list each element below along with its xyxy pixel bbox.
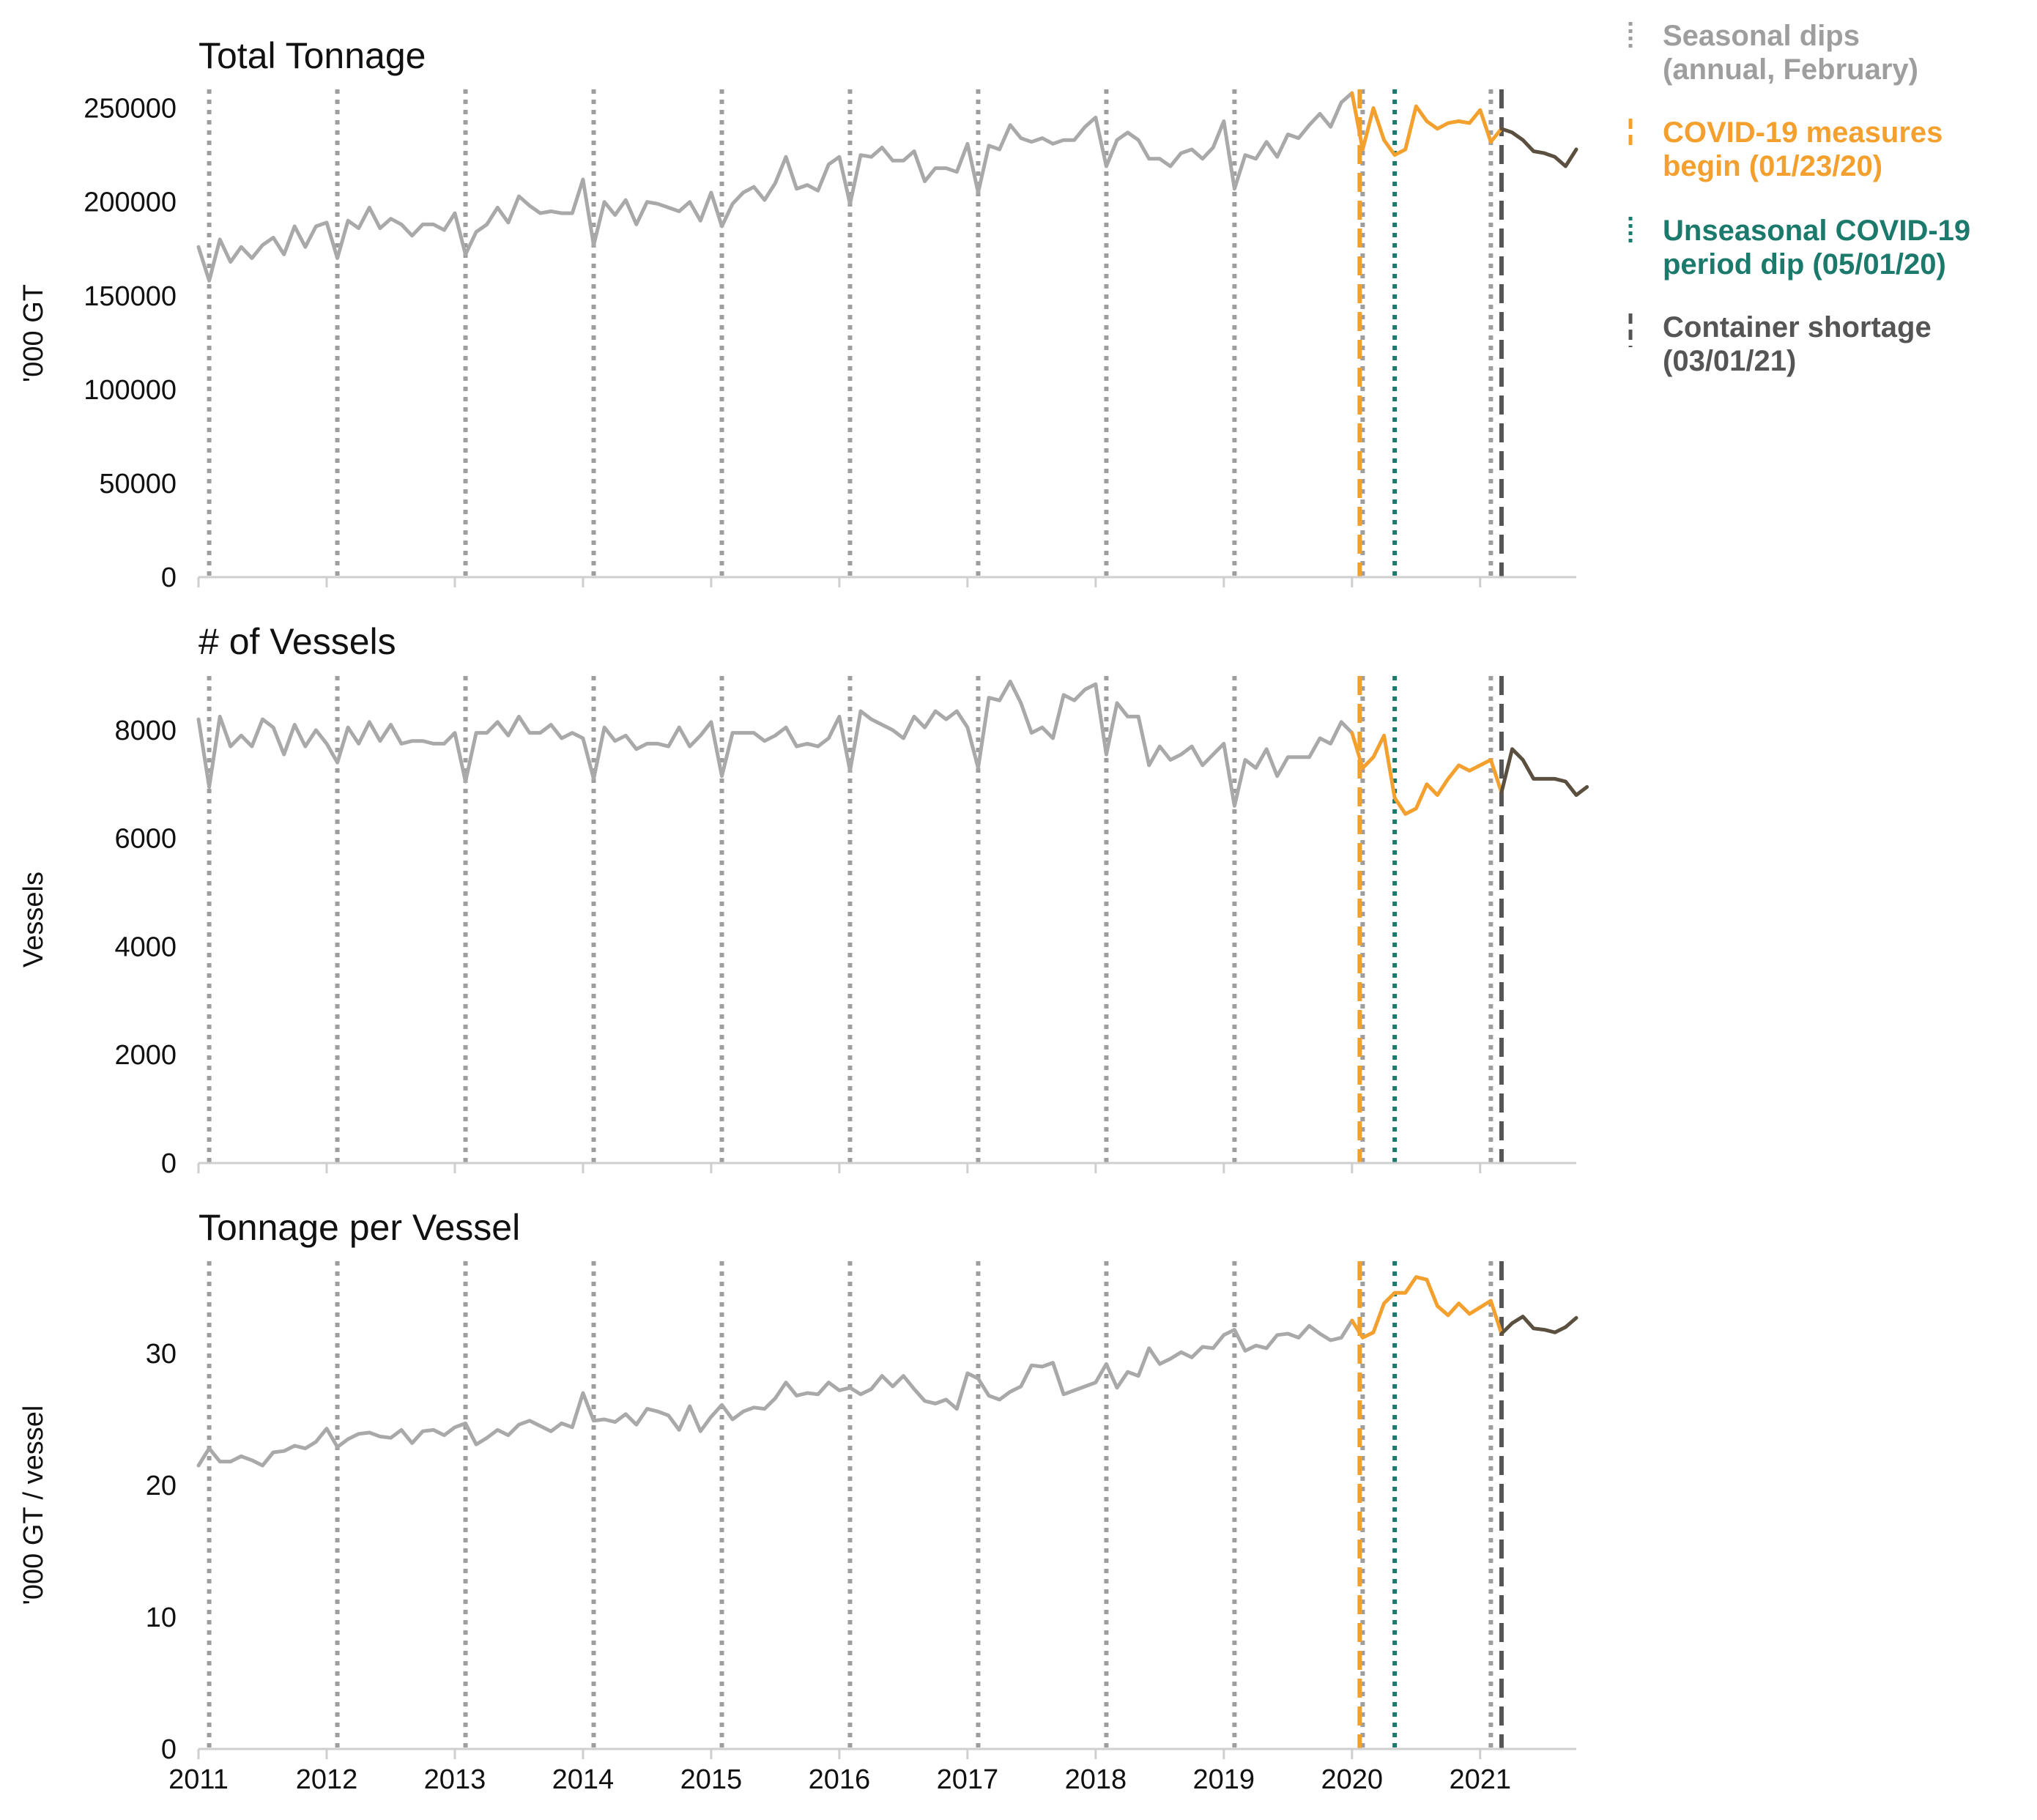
y-axis-label: '000 GT [18,284,49,382]
x-tick-label: 2015 [680,1764,743,1795]
panel-3: Tonnage per Vessel '000 GT / vessel 0 10 20 3… [18,1207,1578,1795]
y-tick-label: 100000 [84,375,177,406]
legend-container-shortage: Container shortage (03/01/21) [1628,311,1932,377]
y-tick-label: 2000 [114,1040,177,1071]
y-tick-label: 6000 [114,824,177,855]
y-tick-label: 200000 [84,187,177,218]
panel-title: # of Vessels [198,621,396,662]
x-tick-label: 2011 [168,1764,229,1795]
y-tick-label: 150000 [84,281,177,312]
legend-covid-dip: Unseasonal COVID-19 period dip (05/01/20… [1628,215,1970,281]
y-tick-label: 0 [161,562,177,593]
y-axis-label: '000 GT / vessel [18,1405,49,1605]
panel-2: # of Vessels Vessels 0 2000 4000 6000 8000 [18,621,1589,1179]
x-tick-label: 2014 [552,1764,615,1795]
y-tick-label: 4000 [114,932,177,962]
series-line-shortage [1499,1315,1578,1336]
y-tick-label: 0 [161,1148,177,1179]
panel-title: Tonnage per Vessel [198,1207,520,1248]
legend-covid-measures-line1: COVID-19 measures [1663,116,1943,149]
legend-seasonal-dips: Seasonal dips (annual, February) [1628,20,1918,86]
series-line-normal [196,91,1354,283]
series-line-covid [1350,91,1504,157]
legend-container-shortage-line2: (03/01/21) [1663,345,1796,377]
series-line-covid [1350,1275,1504,1340]
series-line-shortage [1499,127,1578,168]
y-axis-label: Vessels [18,872,49,967]
x-tick-label: 2018 [1065,1764,1127,1795]
legend-container-shortage-line1: Container shortage [1663,311,1932,343]
x-tick-label: 2012 [296,1764,358,1795]
x-tick-label: 2021 [1449,1764,1511,1795]
panel-title: Total Tonnage [198,35,426,76]
legend-seasonal-line2: (annual, February) [1663,53,1918,86]
chart-legend: Seasonal dips (annual, February) COVID-1… [1628,20,1970,377]
series-line-normal [196,1318,1354,1468]
y-tick-label: 10 [146,1602,177,1633]
series-line-normal [196,679,1354,808]
x-tick-label: 2013 [424,1764,486,1795]
legend-covid-measures-line2: begin (01/23/20) [1663,150,1882,182]
y-tick-label: 8000 [114,716,177,746]
y-tick-label: 0 [161,1734,177,1765]
legend-covid-dip-line2: period dip (05/01/20) [1663,248,1946,281]
x-tick-label: 2017 [937,1764,999,1795]
chart-panels: Total Tonnage '000 GT 0 50000 100000 150000 20… [18,35,1589,1795]
y-tick-label: 20 [146,1471,177,1501]
x-tick-label: 2019 [1193,1764,1255,1795]
x-tick-label: 2016 [809,1764,871,1795]
x-tick-label: 2020 [1321,1764,1384,1795]
panel-1: Total Tonnage '000 GT 0 50000 100000 150000 20… [18,35,1578,593]
y-tick-label: 50000 [99,469,177,499]
y-tick-label: 250000 [84,94,177,125]
legend-covid-measures: COVID-19 measures begin (01/23/20) [1628,116,1943,182]
series-line-covid [1350,731,1504,816]
legend-seasonal-line1: Seasonal dips [1663,20,1860,52]
series-line-shortage [1499,747,1589,798]
y-tick-label: 30 [146,1339,177,1370]
legend-covid-dip-line1: Unseasonal COVID-19 [1663,215,1970,247]
